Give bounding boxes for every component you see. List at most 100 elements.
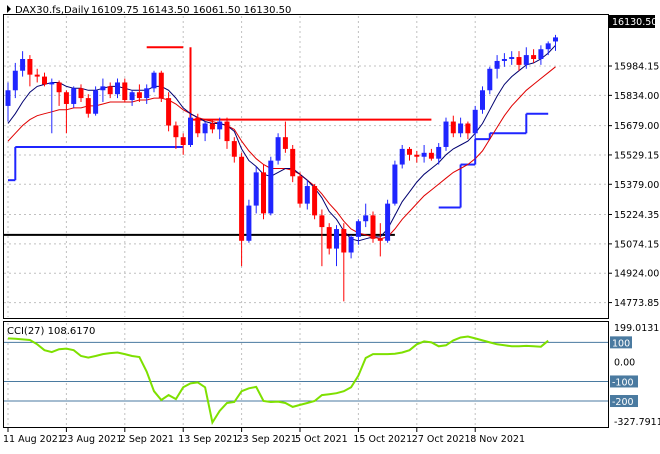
candle-body [553,37,558,42]
candle-body [158,72,164,99]
candle-body [71,88,77,104]
price-tag-text: 16130.50 [612,17,657,28]
bear-candle [531,49,537,63]
bear-candle [224,117,230,149]
candle-body [531,55,537,59]
candle-body [341,229,347,253]
bear-candle [326,223,332,255]
bull-candle [545,41,551,56]
bear-candle [166,92,172,132]
bull-candle [538,45,544,65]
bear-candle [297,172,303,208]
bull-candle [202,121,208,142]
bull-candle [494,55,500,79]
candle-body [370,215,376,239]
bear-candle [465,121,471,140]
bull-candle [443,117,449,151]
candle-body [465,123,471,134]
price-tick-label: 14924.00 [614,269,659,280]
bull-candle [392,160,398,206]
bull-candle [509,51,515,65]
candle-body [180,137,186,145]
bull-candle [93,86,99,116]
candle-body [290,148,296,177]
bear-candle [414,150,420,163]
candle-body [480,90,485,110]
candle-body [523,55,529,65]
bear-candle [450,115,456,138]
candle-body [173,125,179,138]
slow-ma-line [7,66,556,240]
price-tick-label: 15834.00 [614,91,659,102]
fast-ma-line [7,44,556,242]
time-tick-label: 15 Oct 2021 [353,434,412,445]
candle-body [494,60,500,69]
candle-body [42,76,47,85]
cci-label: CCI(27) 108.6170 [7,326,95,337]
bull-candle [348,234,354,259]
bull-candle [385,199,391,243]
price-tick-label: 15074.15 [614,239,659,250]
bear-candle [231,137,237,163]
bull-candle [151,70,157,93]
bear-candle [180,133,186,155]
candle-body [217,121,223,130]
bull-candle [129,90,135,106]
bear-candle [261,164,266,220]
time-tick-label: 11 Aug 2021 [3,434,64,445]
price-tick-label: 15224.35 [614,210,659,221]
bull-candle [49,78,55,134]
bull-candle [253,166,259,214]
candle-body [392,164,398,204]
candle-body [195,117,201,134]
candle-body [363,215,369,222]
candle-body [5,90,11,106]
time-tick-label: 5 Oct 2021 [295,434,348,445]
bull-candle [501,53,507,67]
main-panel-frame [3,14,609,319]
candle-body [63,92,69,104]
bear-candle [173,121,179,149]
cci-level-tag [610,336,632,349]
bull-candle [100,78,106,102]
candle-body [49,82,55,85]
candle-body [443,121,449,147]
header: DAX30.fs,Daily 16109.75 16143.50 16061.5… [7,5,291,16]
time-tick-label: 13 Sep 2021 [178,434,238,445]
bull-candle [421,145,427,163]
bear-candle [377,223,383,257]
time-tick-label: 23 Sep 2021 [237,434,297,445]
bear-candle [370,211,376,243]
cci-tick-label: 0.00 [614,357,635,368]
candle-body [501,59,507,61]
bear-candle [239,152,245,267]
bear-candle [158,70,164,102]
time-tick-label: 23 Aug 2021 [61,434,122,445]
bear-candle [56,80,62,106]
bear-candle [341,223,347,302]
candle-body [458,123,464,134]
candle-body [129,92,135,101]
bull-candle [472,105,478,161]
candle-body [166,98,172,126]
bull-candle [275,133,281,165]
candle-body [436,146,442,159]
candle-body [355,221,361,237]
cci-indicator [4,335,608,426]
candle-body [304,186,310,204]
cci-level-tag [610,395,638,408]
bear-candle [209,119,215,134]
bull-candle [363,203,369,228]
ohlc-readout: 16109.75 16143.50 16061.50 16130.50 [91,5,291,16]
bull-candle [115,78,120,99]
cci-line [7,335,549,426]
candle-body [516,57,522,65]
cci-panel-frame [3,321,609,428]
bull-candle [268,156,274,216]
candle-body [202,123,208,134]
candle-body [385,203,391,241]
time-tick-label: 8 Nov 2021 [470,434,525,445]
candle-body [261,172,266,214]
